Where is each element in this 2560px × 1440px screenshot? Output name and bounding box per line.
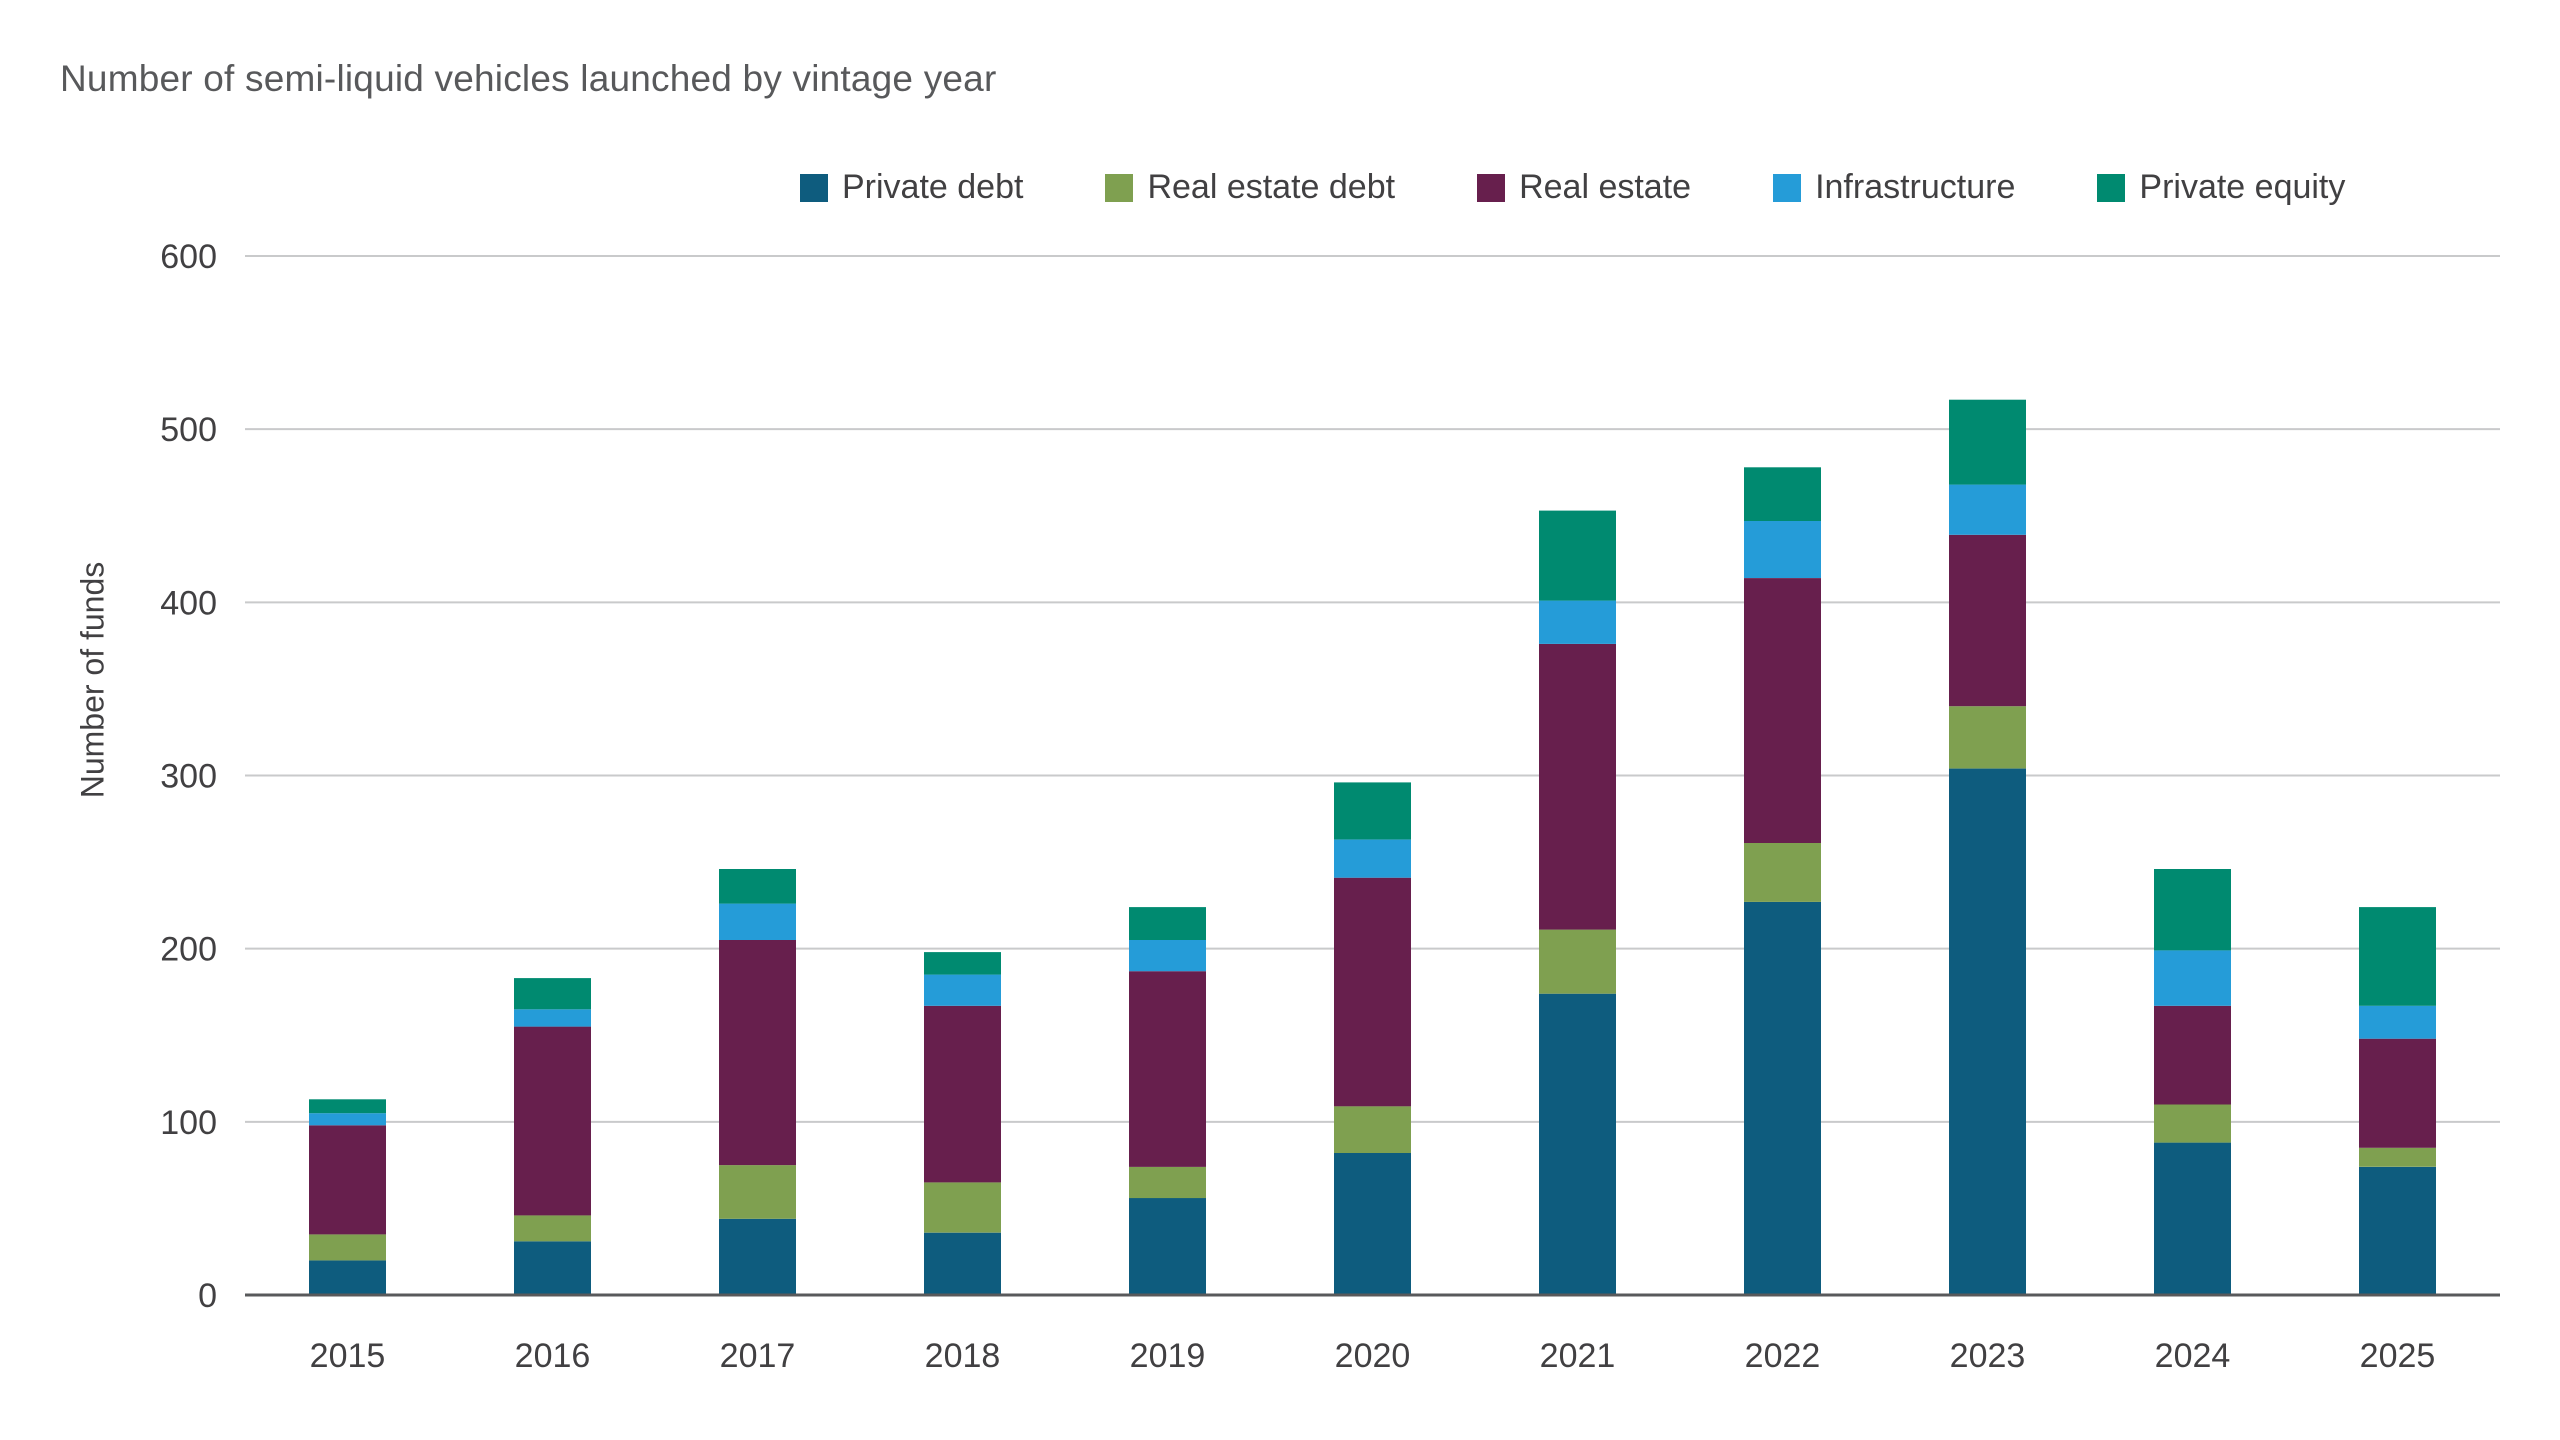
x-category-label: 2024: [2155, 1337, 2231, 1375]
legend-label: Real estate: [1519, 168, 1692, 206]
bar-segment: [1949, 534, 2026, 707]
bar-segment: [1539, 600, 1616, 644]
legend-item: Real estate: [1477, 168, 1691, 207]
bar-segment: [1949, 706, 2026, 769]
bar-segment: [1744, 901, 1821, 1295]
bar-segment: [2154, 1142, 2231, 1295]
bar-segment: [309, 1260, 386, 1295]
bar-segment: [514, 1241, 591, 1295]
bar-segment: [1539, 643, 1616, 930]
bar-segment: [2359, 1147, 2436, 1167]
x-category-label: 2015: [310, 1337, 386, 1375]
legend-item: Private equity: [2097, 168, 2345, 207]
x-category-label: 2017: [720, 1337, 796, 1375]
x-category-label: 2018: [925, 1337, 1001, 1375]
y-tick-label: 600: [160, 238, 217, 276]
bar-segment: [2359, 1005, 2436, 1039]
bar-segment: [924, 1182, 1001, 1233]
bar-segment: [1949, 768, 2026, 1295]
bar-segment: [309, 1125, 386, 1235]
legend-swatch: [1773, 173, 1802, 202]
bar-segment: [1744, 843, 1821, 902]
legend-label: Private debt: [842, 168, 1024, 206]
y-tick-label: 500: [160, 411, 217, 449]
bar-segment: [514, 1009, 591, 1027]
x-category-label: 2023: [1950, 1337, 2026, 1375]
bar-segment: [514, 1026, 591, 1216]
bar-segment: [1539, 993, 1616, 1295]
bar-segment: [1744, 467, 1821, 521]
bar-segment: [1129, 907, 1206, 940]
bar-segment: [514, 1215, 591, 1242]
bar-segment: [2154, 869, 2231, 951]
legend-label: Private equity: [2139, 168, 2346, 206]
bar-segment: [1129, 971, 1206, 1167]
y-tick-label: 300: [160, 758, 217, 796]
bar-segment: [719, 869, 796, 904]
bar-segment: [924, 1232, 1001, 1295]
y-tick-label: 100: [160, 1104, 217, 1142]
bar-segment: [309, 1234, 386, 1261]
bar-segment: [2359, 1038, 2436, 1148]
x-category-label: 2022: [1745, 1337, 1821, 1375]
legend-item: Infrastructure: [1773, 168, 2015, 207]
bar-segment: [1744, 578, 1821, 843]
bar-segment: [1744, 520, 1821, 578]
bar-segment: [924, 952, 1001, 975]
bar-segment: [1129, 940, 1206, 972]
chart-title: Number of semi-liquid vehicles launched …: [60, 58, 997, 99]
bar-segment: [719, 903, 796, 940]
legend-item: Private debt: [800, 168, 1023, 207]
legend-label: Real estate debt: [1147, 168, 1396, 206]
x-category-label: 2016: [515, 1337, 591, 1375]
bar-segment: [1334, 782, 1411, 840]
bar-segment: [719, 1218, 796, 1295]
bar-segment: [1129, 1198, 1206, 1295]
bar-segment: [719, 1165, 796, 1219]
chart-legend: Private debt Real estate debt Real estate I…: [800, 168, 2345, 207]
bar-segment: [924, 974, 1001, 1006]
x-category-label: 2025: [2360, 1337, 2436, 1375]
bar-segment: [309, 1099, 386, 1114]
bar-segment: [1334, 839, 1411, 878]
legend-label: Infrastructure: [1815, 168, 2016, 206]
bar-segment: [2154, 950, 2231, 1006]
bar-segment: [1539, 929, 1616, 994]
bar-segment: [1539, 510, 1616, 601]
bar-segment: [2154, 1104, 2231, 1143]
legend-swatch: [800, 173, 828, 202]
bar-segment: [1129, 1166, 1206, 1199]
bar-segment: [2359, 907, 2436, 1006]
y-tick-label: 200: [160, 931, 217, 969]
legend-swatch: [2097, 173, 2126, 202]
legend-swatch: [1105, 173, 1134, 202]
bar-segment: [924, 1005, 1001, 1183]
bar-segment: [1949, 484, 2026, 535]
bar-segment: [2154, 1005, 2231, 1105]
bar-segment: [1334, 1106, 1411, 1153]
x-category-label: 2020: [1335, 1337, 1411, 1375]
y-tick-label: 400: [160, 584, 217, 622]
bar-segment: [1949, 399, 2026, 485]
bar-segment: [1334, 1153, 1411, 1295]
bar-segment: [1334, 877, 1411, 1107]
x-category-label: 2019: [1130, 1337, 1206, 1375]
bar-segment: [514, 978, 591, 1010]
legend-item: Real estate debt: [1105, 168, 1395, 207]
bar-segment: [309, 1113, 386, 1126]
x-category-label: 2021: [1540, 1337, 1616, 1375]
y-tick-label: 0: [198, 1277, 217, 1315]
legend-swatch: [1477, 173, 1506, 202]
bar-segment: [719, 940, 796, 1166]
bar-segment: [2359, 1166, 2436, 1295]
